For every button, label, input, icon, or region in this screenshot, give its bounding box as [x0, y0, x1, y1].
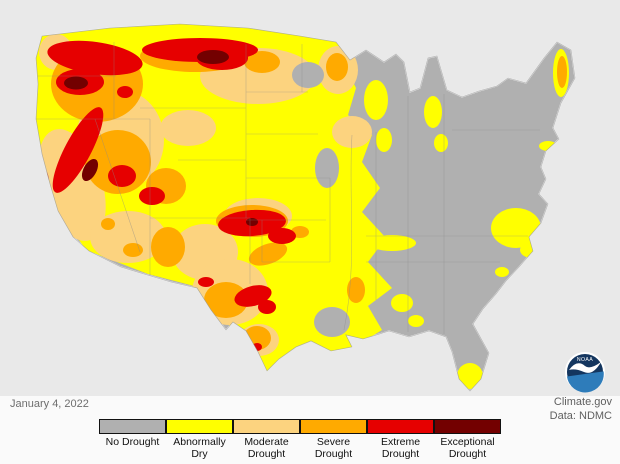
legend-item-extreme-drought: Extreme Drought — [366, 419, 434, 461]
noaa-logo: NOAA — [565, 352, 605, 393]
legend-item-severe-drought: Severe Drought — [299, 419, 367, 461]
legend-item-exceptional-drought: Exceptional Drought — [433, 419, 501, 461]
legend: No Drought Abnormally Dry Moderate Droug… — [99, 419, 501, 461]
legend-label: Extreme Drought — [380, 436, 421, 460]
no-drought-pockets — [292, 62, 350, 337]
legend-swatch-exceptional-drought — [433, 419, 501, 434]
data-credit-label: Data: NDMC — [549, 410, 612, 423]
legend-item-moderate-drought: Moderate Drought — [232, 419, 300, 461]
legend-swatch-extreme-drought — [366, 419, 434, 434]
state-borders — [36, 42, 540, 334]
us-coastline — [35, 23, 576, 392]
legend-swatch-no-drought — [99, 419, 166, 434]
legend-item-no-drought: No Drought — [99, 419, 166, 461]
source-label: Climate.gov — [553, 396, 612, 408]
legend-label: No Drought — [105, 436, 160, 448]
legend-swatch-abnormally-dry — [165, 419, 233, 434]
legend-item-abnormally-dry: Abnormally Dry — [165, 419, 233, 461]
legend-label: Exceptional Drought — [440, 436, 495, 460]
us-drought-map: NOAA — [0, 0, 620, 396]
noaa-bird-icon — [569, 362, 601, 373]
credits: Climate.gov Data: NDMC — [550, 395, 612, 424]
legend-label: Severe Drought — [314, 436, 353, 460]
noaa-logo-text: NOAA — [577, 357, 593, 363]
legend-label: Moderate Drought — [244, 436, 289, 460]
legend-swatch-severe-drought — [299, 419, 367, 434]
drought-layer-exceptional — [64, 50, 258, 226]
legend-label: Abnormally Dry — [173, 436, 226, 460]
date-label: January 4, 2022 — [10, 398, 89, 410]
legend-swatch-moderate-drought — [232, 419, 300, 434]
